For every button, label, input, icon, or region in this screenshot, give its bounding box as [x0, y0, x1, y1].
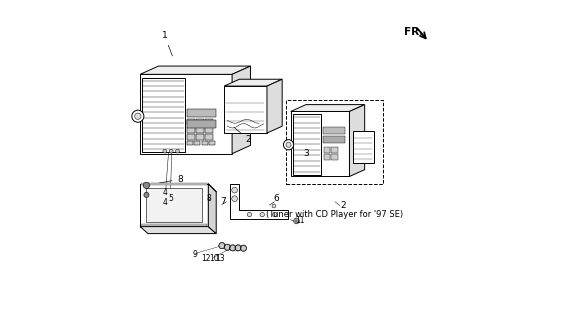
- Polygon shape: [140, 66, 251, 74]
- Text: 3: 3: [304, 149, 309, 158]
- Text: 3: 3: [133, 112, 139, 121]
- Text: 8: 8: [206, 194, 211, 203]
- Circle shape: [169, 149, 173, 153]
- Circle shape: [273, 212, 277, 217]
- Bar: [140, 184, 208, 227]
- Polygon shape: [349, 105, 365, 177]
- Bar: [196, 127, 204, 133]
- Bar: [293, 114, 321, 175]
- Bar: [141, 183, 207, 185]
- Bar: [187, 119, 195, 125]
- Polygon shape: [140, 227, 216, 234]
- Polygon shape: [232, 66, 251, 154]
- Circle shape: [286, 142, 291, 147]
- Bar: [186, 108, 216, 117]
- Text: 1: 1: [162, 31, 172, 56]
- Circle shape: [232, 187, 237, 193]
- Bar: [205, 134, 213, 140]
- Bar: [196, 134, 204, 140]
- Bar: [224, 86, 267, 133]
- Text: 4: 4: [163, 188, 168, 197]
- Bar: [209, 141, 215, 145]
- Bar: [323, 136, 345, 143]
- Bar: [142, 78, 185, 152]
- Circle shape: [163, 149, 166, 153]
- Polygon shape: [229, 184, 288, 219]
- Bar: [187, 134, 195, 140]
- Circle shape: [260, 212, 264, 217]
- Polygon shape: [267, 79, 282, 133]
- Text: 2: 2: [340, 201, 346, 210]
- Text: 7: 7: [220, 197, 226, 206]
- Circle shape: [272, 204, 276, 208]
- Bar: [187, 127, 195, 133]
- Text: FR.: FR.: [404, 27, 423, 36]
- Circle shape: [235, 245, 241, 251]
- Circle shape: [232, 196, 237, 202]
- Bar: [286, 100, 383, 184]
- Polygon shape: [291, 105, 365, 111]
- Bar: [141, 224, 207, 226]
- Bar: [324, 147, 330, 153]
- Bar: [324, 154, 330, 160]
- Circle shape: [224, 244, 231, 251]
- Text: 12: 12: [201, 254, 210, 263]
- Bar: [291, 111, 349, 177]
- Circle shape: [132, 110, 144, 122]
- Circle shape: [143, 182, 150, 188]
- Bar: [331, 147, 337, 153]
- Bar: [187, 141, 193, 145]
- Bar: [201, 141, 208, 145]
- Circle shape: [284, 140, 293, 150]
- Text: 13: 13: [216, 254, 225, 263]
- Text: 2: 2: [234, 127, 251, 144]
- Bar: [352, 132, 374, 163]
- Circle shape: [219, 243, 225, 249]
- Circle shape: [229, 245, 236, 251]
- Bar: [186, 120, 216, 128]
- Text: 10: 10: [209, 254, 219, 263]
- Text: 6: 6: [273, 194, 279, 203]
- Polygon shape: [224, 79, 282, 86]
- Text: 5: 5: [168, 194, 173, 203]
- Circle shape: [293, 218, 299, 224]
- Text: 8: 8: [150, 175, 183, 185]
- Bar: [331, 154, 337, 160]
- Circle shape: [134, 113, 141, 119]
- Circle shape: [247, 212, 252, 217]
- Bar: [205, 119, 213, 125]
- Circle shape: [176, 149, 180, 153]
- Bar: [205, 127, 213, 133]
- Bar: [194, 141, 200, 145]
- Bar: [140, 74, 232, 154]
- Text: 9: 9: [192, 250, 197, 259]
- Circle shape: [144, 192, 149, 197]
- Text: 11: 11: [296, 216, 305, 226]
- Bar: [146, 188, 202, 222]
- Bar: [323, 127, 345, 134]
- Polygon shape: [208, 184, 216, 234]
- Text: (Tuner with CD Player for '97 SE): (Tuner with CD Player for '97 SE): [265, 210, 403, 219]
- Circle shape: [240, 245, 247, 252]
- Text: 4: 4: [163, 198, 168, 207]
- Bar: [196, 119, 204, 125]
